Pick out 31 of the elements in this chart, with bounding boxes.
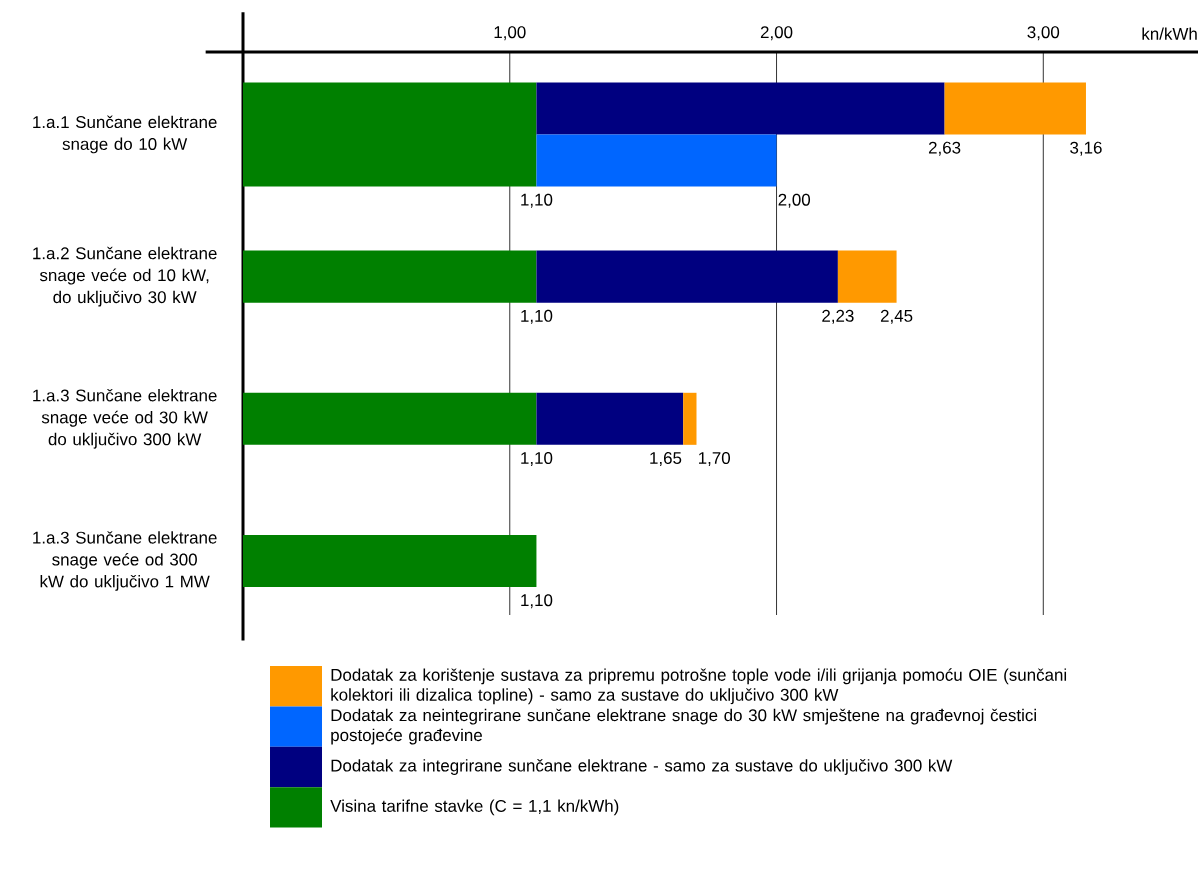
data-label: 2,00 — [778, 193, 811, 208]
bar — [837, 250, 897, 303]
data-label: 1,10 — [521, 594, 553, 609]
y-tick-label: 1.a.3 Sunčane elektrane snage veće od 30 kW do uključivo 300 kW — [33, 388, 217, 449]
x-tick-label: 3,00 — [1027, 26, 1060, 41]
data-label: 1,10 — [521, 309, 553, 324]
x-axis-title: kn/kWh — [1142, 27, 1197, 40]
data-label: 1,10 — [521, 193, 553, 208]
y-tick-label: 1.a.2 Sunčane elektrane snage veće od 10 kW, do uključivo 30 kW — [33, 246, 217, 307]
bar — [536, 250, 838, 303]
x-tick-label: 2,00 — [760, 26, 793, 41]
data-label: 1,70 — [699, 452, 731, 467]
legend-label: Dodatak za integrirane sunčane elektrane - samo za sustave do uključivo 300 kW — [331, 759, 953, 775]
data-label: 2,23 — [822, 309, 854, 324]
legend-label: Dodatak za korištenje sustava za pripremu potrošne tople vode i/ili grijanja pomoću OIE (sunčani kolektori ili dizalica topline) - samo za sustave do uključivo 300 kW — [331, 668, 1067, 705]
bar — [243, 250, 537, 303]
y-tick-label: 1.a.1 Sunčane elektrane snage do 10 kW — [33, 115, 217, 154]
legend-label: Dodatak za neintegrirane sunčane elektrane snage do 30 kW smještene na građevnoj čestici postojeće građevine — [331, 708, 1036, 745]
data-label: 2,45 — [880, 309, 913, 324]
x-tick-label: 1,00 — [494, 26, 526, 41]
bar — [536, 134, 777, 187]
data-label: 3,16 — [1070, 141, 1102, 156]
legend-label: Visina tarifne stavke (C = 1,1 kn/kWh) — [330, 799, 619, 816]
y-tick-label: 1.a.3 Sunčane elektrane snage veće od 300 kW do uključivo 1 MW — [33, 531, 217, 591]
bar — [243, 534, 537, 587]
bar — [243, 392, 537, 445]
bar — [683, 392, 697, 445]
data-label: 2,63 — [928, 141, 961, 156]
bar — [536, 392, 684, 445]
data-label: 1,65 — [650, 452, 682, 467]
data-label: 1,10 — [521, 452, 553, 467]
